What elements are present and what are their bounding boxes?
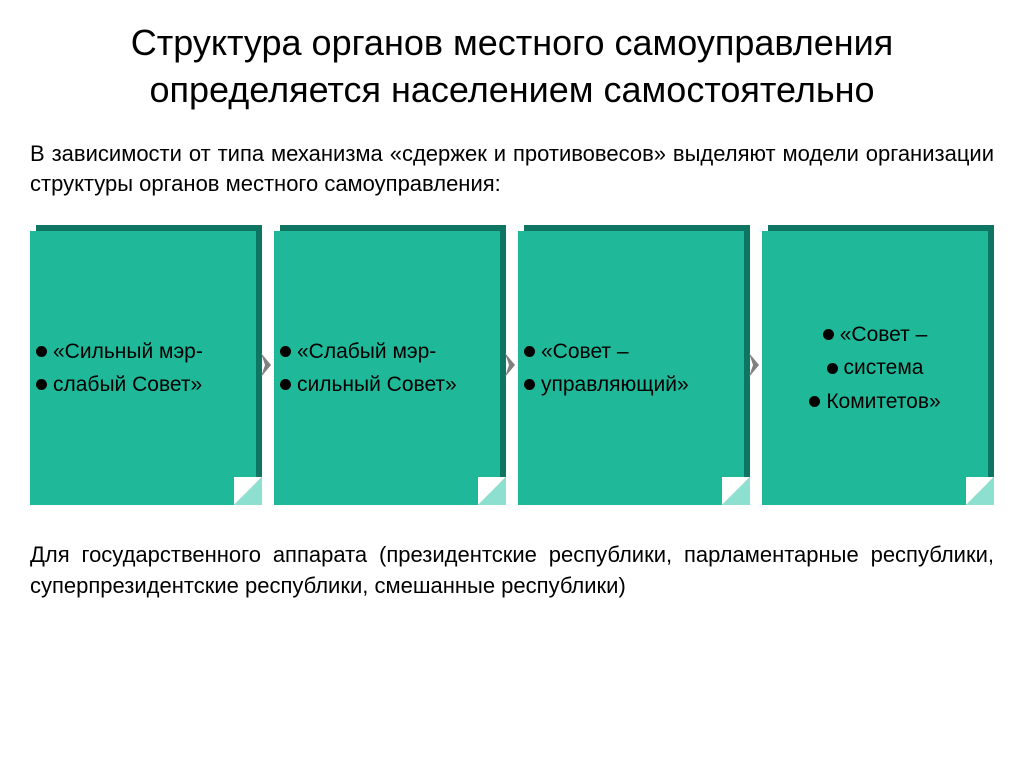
cards-container: «Сильный мэр- слабый Совет» «Слабый мэр-… — [30, 225, 994, 505]
slide-subtitle: В зависимости от типа механизма «сдержек… — [30, 139, 994, 201]
card-body: «Совет – система Комитетов» — [762, 231, 988, 505]
card-body: «Совет – управляющий» — [518, 231, 744, 505]
card-text: «Совет – — [840, 318, 928, 352]
card-line: слабый Совет» — [36, 368, 250, 402]
card-text: сильный Совет» — [297, 368, 457, 402]
card-body: «Сильный мэр- слабый Совет» — [30, 231, 256, 505]
arrow-icon — [749, 353, 763, 377]
fold-icon — [966, 477, 994, 505]
fold-icon — [478, 477, 506, 505]
arrow-icon — [261, 353, 275, 377]
fold-icon — [722, 477, 750, 505]
bullet-icon — [280, 379, 291, 390]
card-line: «Совет – — [768, 318, 982, 352]
card-3: «Совет – управляющий» — [518, 225, 750, 505]
card-text: управляющий» — [541, 368, 689, 402]
card-text: «Совет – — [541, 335, 629, 369]
bullet-icon — [524, 346, 535, 357]
card-text: «Сильный мэр- — [53, 335, 203, 369]
card-line: Комитетов» — [768, 385, 982, 419]
card-4: «Совет – система Комитетов» — [762, 225, 994, 505]
bullet-icon — [823, 329, 834, 340]
slide-title: Структура органов местного самоуправлени… — [30, 20, 994, 114]
card-line: сильный Совет» — [280, 368, 494, 402]
card-line: «Сильный мэр- — [36, 335, 250, 369]
card-line: «Совет – — [524, 335, 738, 369]
card-line: система — [768, 351, 982, 385]
bullet-icon — [827, 363, 838, 374]
footer-text: Для государственного аппарата (президент… — [30, 540, 994, 602]
card-line: «Слабый мэр- — [280, 335, 494, 369]
bullet-icon — [280, 346, 291, 357]
card-text: система — [844, 351, 924, 385]
bullet-icon — [36, 379, 47, 390]
arrow-icon — [505, 353, 519, 377]
card-text: «Слабый мэр- — [297, 335, 436, 369]
card-text: Комитетов» — [826, 385, 940, 419]
bullet-icon — [36, 346, 47, 357]
fold-icon — [234, 477, 262, 505]
card-body: «Слабый мэр- сильный Совет» — [274, 231, 500, 505]
card-2: «Слабый мэр- сильный Совет» — [274, 225, 506, 505]
card-text: слабый Совет» — [53, 368, 202, 402]
card-1: «Сильный мэр- слабый Совет» — [30, 225, 262, 505]
card-line: управляющий» — [524, 368, 738, 402]
bullet-icon — [524, 379, 535, 390]
bullet-icon — [809, 396, 820, 407]
